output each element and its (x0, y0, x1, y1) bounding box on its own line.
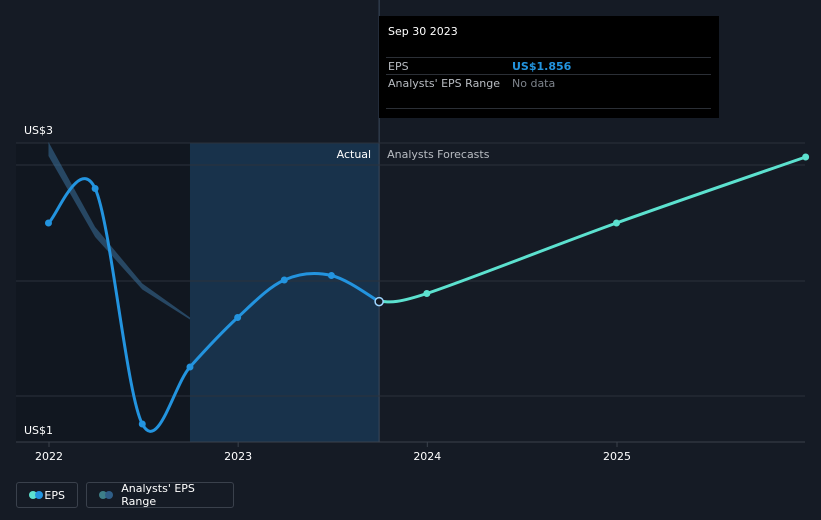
y-tick-label: US$3 (24, 124, 53, 137)
x-tick-label: 2022 (35, 450, 63, 463)
actual-data-point (138, 420, 146, 428)
legend-eps-button[interactable]: EPS (16, 482, 78, 508)
x-tick-label: 2024 (413, 450, 441, 463)
tooltip-date: Sep 30 2023 (388, 25, 458, 38)
tooltip-divider (386, 108, 711, 109)
actual-data-point (280, 276, 288, 284)
tooltip-eps-value: US$1.856 (512, 60, 572, 73)
eps-legend-icon (29, 491, 43, 499)
past-shade (16, 143, 190, 442)
actual-data-point (44, 219, 52, 227)
range-legend-icon (99, 491, 113, 499)
actual-data-point (327, 272, 335, 279)
actual-shade (189, 143, 380, 442)
tooltip-eps-row: EPS US$1.856 (386, 57, 711, 75)
actual-label: Actual (337, 148, 371, 161)
forecast-data-point (423, 290, 431, 297)
tooltip-panel: Sep 30 2023 EPS US$1.856 Analysts' EPS R… (379, 16, 719, 118)
tooltip-range-value: No data (512, 77, 556, 90)
forecast-data-point (802, 153, 810, 161)
x-tick-label: 2025 (603, 450, 631, 463)
legend-eps-label: EPS (44, 488, 65, 502)
forecast-label: Analysts Forecasts (387, 148, 490, 161)
forecast-data-point (612, 219, 620, 227)
tooltip-range-row: Analysts' EPS Range No data (386, 74, 711, 92)
forecast-eps-line (377, 155, 808, 304)
actual-data-point (186, 363, 194, 371)
tooltip-eps-label: EPS (388, 60, 409, 73)
legend-range-button[interactable]: Analysts' EPS Range (86, 482, 234, 508)
legend-range-label: Analysts' EPS Range (121, 482, 195, 508)
actual-data-point (374, 296, 384, 307)
tooltip-range-label: Analysts' EPS Range (388, 77, 501, 90)
actual-data-point (234, 314, 242, 321)
y-tick-label: US$1 (24, 424, 53, 437)
x-tick-label: 2023 (224, 450, 252, 463)
actual-data-point (91, 185, 99, 192)
